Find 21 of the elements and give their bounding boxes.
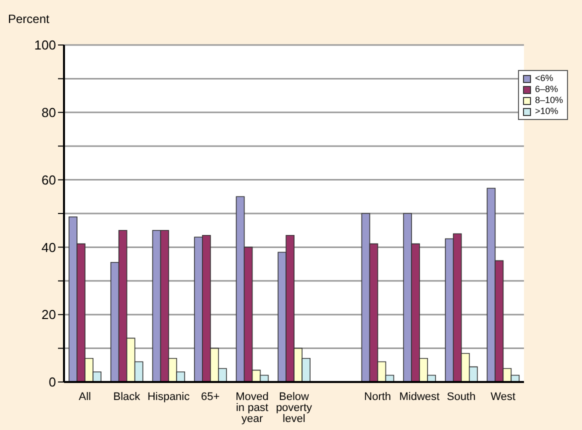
legend-label: <6%: [534, 73, 554, 84]
x-tick-label: Hispanic: [147, 391, 190, 403]
x-tick-label: Black: [113, 391, 141, 403]
x-tick-label: Below poverty level: [276, 391, 313, 425]
y-tick-label: 100: [34, 38, 56, 53]
legend-label: >10%: [534, 106, 558, 117]
x-tick-label: West: [490, 391, 516, 403]
y-tick-label: 0: [48, 374, 56, 390]
y-tick-label: 20: [42, 307, 56, 322]
y-tick-label: 40: [42, 240, 56, 255]
y-axis-title: Percent: [8, 12, 50, 26]
legend-label: 6–8%: [534, 84, 558, 95]
y-tick-label: 80: [42, 105, 56, 120]
x-tick-label: 65+: [201, 391, 220, 403]
x-tick-label: Midwest: [399, 391, 440, 403]
x-tick-label: Moved in past year: [236, 391, 269, 425]
x-tick-label: All: [78, 391, 92, 403]
x-tick-label: South: [446, 391, 476, 403]
x-tick-label: North: [364, 391, 392, 403]
legend-label: 8–10%: [534, 95, 563, 106]
y-tick-label: 60: [42, 172, 56, 188]
